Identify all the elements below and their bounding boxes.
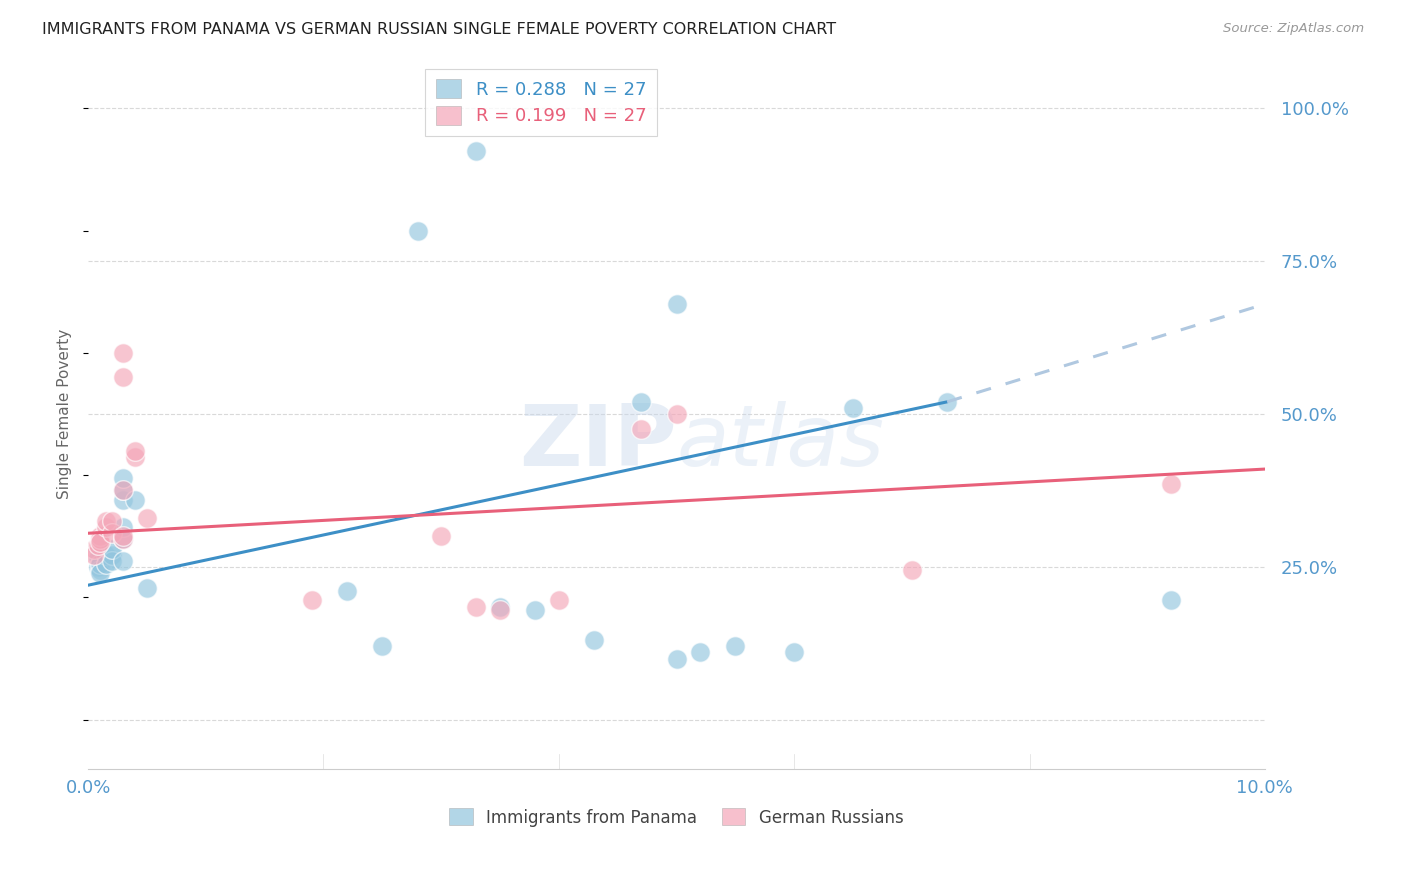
- Text: IMMIGRANTS FROM PANAMA VS GERMAN RUSSIAN SINGLE FEMALE POVERTY CORRELATION CHART: IMMIGRANTS FROM PANAMA VS GERMAN RUSSIAN…: [42, 22, 837, 37]
- Text: Source: ZipAtlas.com: Source: ZipAtlas.com: [1223, 22, 1364, 36]
- Point: [689, 645, 711, 659]
- Point: [112, 520, 135, 534]
- Point: [112, 346, 135, 360]
- Point: [1160, 477, 1182, 491]
- Point: [112, 492, 135, 507]
- Point: [112, 533, 135, 547]
- Point: [842, 401, 865, 415]
- Point: [86, 539, 108, 553]
- Point: [94, 548, 117, 562]
- Point: [100, 526, 122, 541]
- Point: [89, 529, 111, 543]
- Point: [112, 529, 135, 543]
- Point: [371, 640, 394, 654]
- Point: [89, 535, 111, 549]
- Point: [86, 541, 108, 556]
- Text: ZIP: ZIP: [519, 401, 676, 484]
- Point: [89, 563, 111, 577]
- Point: [89, 533, 111, 547]
- Point: [136, 511, 159, 525]
- Point: [124, 492, 146, 507]
- Point: [901, 563, 924, 577]
- Point: [124, 450, 146, 464]
- Point: [112, 483, 135, 498]
- Point: [89, 557, 111, 571]
- Point: [100, 514, 122, 528]
- Point: [665, 407, 688, 421]
- Point: [124, 443, 146, 458]
- Point: [86, 559, 108, 574]
- Point: [112, 533, 135, 547]
- Point: [583, 633, 606, 648]
- Point: [630, 394, 652, 409]
- Point: [112, 554, 135, 568]
- Point: [94, 557, 117, 571]
- Point: [94, 514, 117, 528]
- Point: [489, 599, 512, 614]
- Point: [936, 394, 959, 409]
- Y-axis label: Single Female Poverty: Single Female Poverty: [58, 329, 72, 500]
- Point: [112, 471, 135, 485]
- Point: [86, 550, 108, 565]
- Point: [89, 566, 111, 580]
- Point: [83, 541, 105, 556]
- Point: [100, 541, 122, 556]
- Point: [112, 483, 135, 498]
- Point: [547, 593, 569, 607]
- Point: [112, 370, 135, 384]
- Point: [665, 297, 688, 311]
- Point: [100, 554, 122, 568]
- Point: [83, 548, 105, 562]
- Point: [1160, 593, 1182, 607]
- Point: [489, 602, 512, 616]
- Point: [336, 584, 359, 599]
- Point: [100, 548, 122, 562]
- Point: [524, 602, 547, 616]
- Point: [630, 422, 652, 436]
- Point: [665, 651, 688, 665]
- Point: [94, 520, 117, 534]
- Legend: Immigrants from Panama, German Russians: Immigrants from Panama, German Russians: [443, 802, 910, 833]
- Point: [724, 640, 747, 654]
- Text: atlas: atlas: [676, 401, 884, 484]
- Point: [465, 599, 488, 614]
- Point: [465, 145, 488, 159]
- Point: [783, 645, 806, 659]
- Point: [136, 581, 159, 595]
- Point: [406, 224, 429, 238]
- Point: [301, 593, 323, 607]
- Point: [430, 529, 453, 543]
